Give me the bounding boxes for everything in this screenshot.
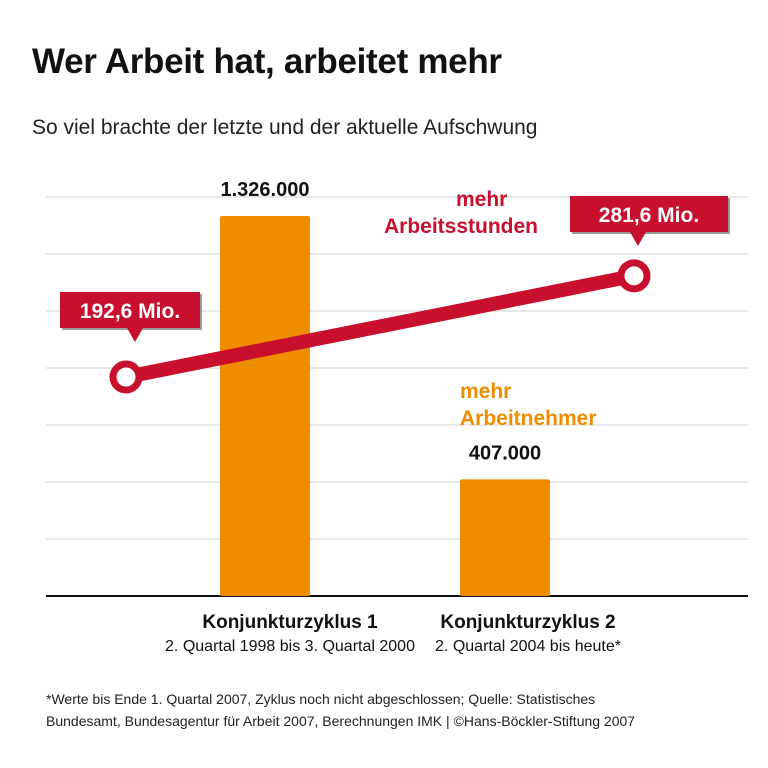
callout-box	[570, 196, 728, 246]
footnote-line: *Werte bis Ende 1. Quartal 2007, Zyklus …	[46, 691, 596, 707]
line-series	[124, 268, 636, 384]
line-value-label: 192,6 Mio.	[80, 300, 180, 323]
callout-box	[60, 292, 200, 342]
bar	[460, 479, 550, 596]
bar-series-label: mehr	[460, 380, 511, 403]
category-label: Konjunkturzyklus 1	[202, 612, 378, 633]
line-series-label: mehr	[456, 188, 507, 211]
category-1: Konjunkturzyklus 1 2. Quartal 1998 bis 3…	[110, 612, 470, 656]
line-point	[109, 360, 143, 394]
line-point	[617, 259, 651, 293]
bar-value-label: 1.326.000	[221, 179, 310, 201]
bar	[220, 216, 310, 596]
line-value-label: 281,6 Mio.	[599, 204, 699, 227]
category-subtitle: 2. Quartal 1998 bis 3. Quartal 2000	[165, 638, 415, 655]
bar-value-label: 407.000	[469, 442, 541, 464]
chart-subtitle: So viel brachte der letzte und der aktue…	[32, 116, 538, 139]
footnote-line: Bundesamt, Bundesagentur für Arbeit 2007…	[46, 713, 636, 729]
line-series-label: Arbeitsstunden	[384, 215, 538, 238]
bar-series-label: Arbeitnehmer	[460, 407, 597, 430]
category-2: Konjunkturzyklus 2 2. Quartal 2004 bis h…	[348, 612, 708, 656]
chart-title: Wer Arbeit hat, arbeitet mehr	[32, 42, 502, 81]
footnote: *Werte bis Ende 1. Quartal 2007, Zyklus …	[46, 688, 635, 732]
category-subtitle: 2. Quartal 2004 bis heute*	[435, 638, 621, 655]
category-label: Konjunkturzyklus 2	[440, 612, 616, 633]
